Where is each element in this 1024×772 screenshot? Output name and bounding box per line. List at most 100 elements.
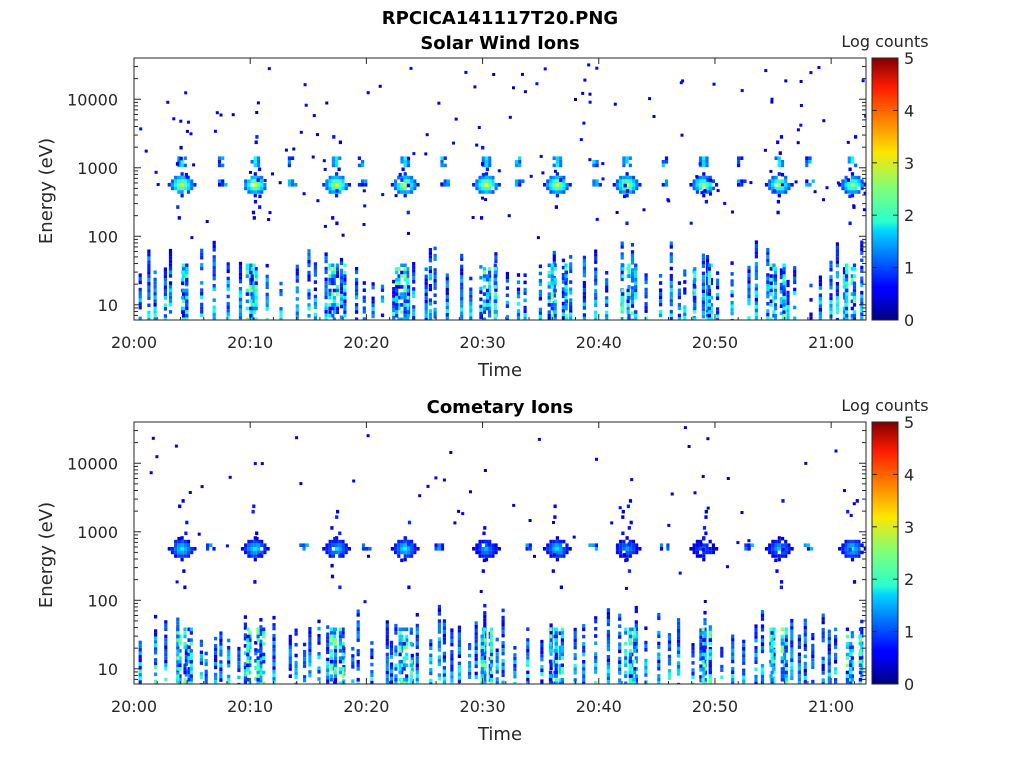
- spectrogram-cell: [549, 550, 553, 555]
- spectrogram-cell: [549, 183, 553, 187]
- spectrogram-cell: [860, 305, 864, 309]
- spectrogram-cell: [437, 655, 441, 659]
- spectrogram-cell: [243, 651, 247, 655]
- spectrogram-cell: [460, 279, 464, 283]
- spectrogram-cell: [226, 280, 230, 284]
- spectrogram-cell: [335, 179, 339, 183]
- spectrogram-cell: [181, 499, 185, 503]
- spectrogram-cell: [861, 79, 865, 83]
- spectrogram-cell: [852, 299, 857, 304]
- spectrogram-cell: [219, 667, 223, 671]
- spectrogram-cell: [302, 192, 306, 196]
- spectrogram-cell: [246, 638, 250, 642]
- spectrogram-cell: [772, 641, 776, 646]
- spectrogram-cell: [803, 672, 807, 677]
- spectrogram-cell: [631, 539, 636, 544]
- spectrogram-cell: [265, 285, 269, 290]
- spectrogram-cell: [177, 536, 181, 541]
- spectrogram-cell: [835, 242, 839, 246]
- spectrogram-cell: [322, 159, 326, 163]
- spectrogram-cell: [699, 675, 703, 679]
- spectrogram-cell: [626, 310, 630, 314]
- spectrogram-cell: [442, 655, 446, 659]
- spectrogram-cell: [691, 675, 695, 680]
- spectrogram-cell: [206, 547, 210, 551]
- spectrogram-cell: [445, 316, 449, 320]
- spectrogram-cell: [842, 310, 847, 314]
- spectrogram-cell: [845, 303, 849, 307]
- spectrogram-cell: [692, 543, 696, 547]
- spectrogram-cell: [495, 655, 499, 660]
- spectrogram-cell: [434, 543, 438, 547]
- spectrogram-cell: [138, 640, 142, 645]
- spectrogram-cell: [260, 186, 264, 191]
- spectrogram-cell: [845, 645, 849, 650]
- spectrogram-cell: [764, 183, 769, 187]
- spectrogram-cell: [618, 671, 622, 675]
- spectrogram-cell: [817, 66, 821, 69]
- spectrogram-cell: [338, 539, 342, 544]
- spectrogram-cell: [482, 299, 487, 304]
- spectrogram-cell: [153, 302, 157, 307]
- spectrogram-cell: [288, 634, 292, 639]
- spectrogram-cell: [341, 547, 345, 551]
- spectrogram-cell: [618, 646, 622, 650]
- spectrogram-cell: [703, 631, 707, 635]
- spectrogram-cell: [185, 299, 189, 304]
- spectrogram-cell: [841, 186, 845, 191]
- spectrogram-cell: [469, 276, 473, 281]
- spectrogram-cell: [313, 294, 317, 299]
- spectrogram-cell: [279, 307, 283, 311]
- spectrogram-cell: [272, 615, 276, 620]
- spectrogram-cell: [187, 638, 191, 642]
- spectrogram-cell: [664, 183, 669, 187]
- spectrogram-cell: [486, 303, 490, 307]
- spectrogram-cell: [402, 681, 406, 684]
- spectrogram-cell: [185, 129, 189, 133]
- spectrogram-cell: [400, 547, 404, 551]
- spectrogram-cell: [626, 299, 630, 304]
- spectrogram-cell: [154, 650, 158, 655]
- spectrogram-cell: [560, 638, 564, 642]
- spectrogram-cell: [256, 550, 261, 555]
- y-axis-label: Energy (eV): [36, 138, 57, 244]
- spectrogram-cell: [505, 300, 509, 305]
- spectrogram-cell: [397, 306, 401, 311]
- spectrogram-cell: [450, 632, 454, 636]
- spectrogram-cell: [784, 547, 788, 551]
- spectrogram-cell: [478, 186, 482, 191]
- spectrogram-cell: [256, 186, 261, 191]
- spectrogram-cell: [790, 644, 794, 648]
- spectrogram-cell: [787, 543, 791, 547]
- spectrogram-cell: [442, 658, 446, 663]
- spectrogram-cell: [403, 299, 407, 304]
- spectrogram-cell: [362, 295, 366, 300]
- spectrogram-cell: [737, 163, 741, 168]
- spectrogram-cell: [253, 163, 257, 168]
- spectrogram-cell: [482, 663, 486, 668]
- spectrogram-cell: [392, 305, 396, 309]
- spectrogram-cell: [403, 274, 407, 278]
- spectrogram-cell: [445, 287, 449, 292]
- spectrogram-cell: [304, 103, 308, 107]
- spectrogram-cell: [252, 285, 256, 289]
- spectrogram-cell: [834, 634, 838, 639]
- spectrogram-cell: [259, 679, 263, 683]
- spectrogram-cell: [821, 617, 825, 621]
- spectrogram-cell: [513, 656, 517, 661]
- spectrogram-cell: [698, 162, 702, 166]
- spectrogram-cell: [147, 296, 151, 300]
- spectrogram-cell: [213, 129, 217, 133]
- spectrogram-cell: [516, 309, 521, 313]
- spectrogram-cell: [339, 261, 344, 266]
- x-tick-label: 20:40: [576, 697, 622, 716]
- spectrogram-cell: [480, 656, 484, 660]
- spectrogram-cell: [153, 270, 157, 275]
- spectrogram-cell: [594, 271, 598, 275]
- spectrogram-cell: [326, 650, 330, 655]
- spectrogram-cell: [482, 303, 487, 307]
- spectrogram-cell: [740, 183, 744, 187]
- spectrogram-cell: [731, 656, 735, 660]
- spectrogram-cell: [294, 642, 298, 647]
- spectrogram-cell: [483, 469, 487, 472]
